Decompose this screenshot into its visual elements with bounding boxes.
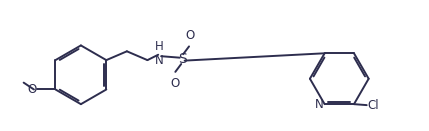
- Text: O: O: [170, 77, 179, 90]
- Text: Cl: Cl: [368, 99, 379, 112]
- Text: O: O: [185, 29, 194, 42]
- Text: S: S: [178, 52, 187, 66]
- Text: N: N: [155, 54, 163, 67]
- Text: H: H: [155, 40, 163, 53]
- Text: O: O: [27, 83, 37, 96]
- Text: N: N: [315, 98, 323, 111]
